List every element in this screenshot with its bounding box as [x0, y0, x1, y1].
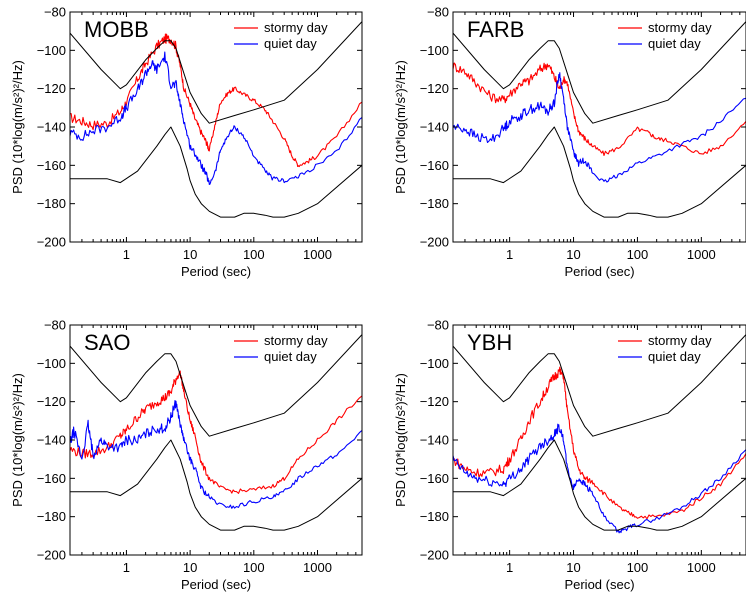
x-tick-label: 1000	[303, 247, 332, 262]
series-low-noise-model	[70, 439, 362, 531]
series-high-noise-model	[70, 21, 362, 124]
station-label: SAO	[84, 330, 130, 355]
y-tick-label: −100	[420, 43, 449, 58]
x-axis-label: Period (sec)	[564, 577, 634, 592]
y-tick-label: −180	[420, 509, 449, 524]
series-quiet-day	[70, 400, 362, 509]
series-quiet-day	[453, 72, 746, 183]
y-axis-label: PSD (10*log(m/s²)²/Hz)	[393, 373, 408, 507]
y-tick-label: −160	[420, 158, 449, 173]
x-tick-label: 1	[506, 247, 513, 262]
station-label: YBH	[467, 330, 512, 355]
y-tick-label: −120	[37, 394, 66, 409]
x-tick-label: 10	[566, 560, 580, 575]
y-tick-label: −160	[420, 471, 449, 486]
x-tick-label: 1	[123, 247, 130, 262]
legend-label: quiet day	[264, 349, 317, 364]
y-tick-label: −100	[37, 356, 66, 371]
x-tick-label: 10	[183, 247, 197, 262]
y-tick-label: −160	[37, 158, 66, 173]
x-tick-label: 100	[627, 247, 649, 262]
series-low-noise-model	[453, 126, 746, 218]
x-axis-label: Period (sec)	[181, 577, 251, 592]
x-tick-label: 1	[123, 560, 130, 575]
y-axis-label: PSD (10*log(m/s²)²/Hz)	[10, 373, 25, 507]
series-quiet-day	[70, 51, 362, 185]
legend-label: stormy day	[648, 20, 712, 35]
panel-farb: −80 −100 −120 −140 −160 −180 −200 1 10 100 1000 Per…	[393, 5, 746, 279]
panel-sao: −80 −100 −120 −140 −160 −180 −200 1 10 100 1000 Per…	[10, 318, 363, 592]
y-tick-label: −100	[420, 356, 449, 371]
x-tick-label: 100	[243, 560, 265, 575]
x-tick-label: 1	[506, 560, 513, 575]
x-tick-label: 100	[627, 560, 649, 575]
y-tick-label: −180	[37, 509, 66, 524]
y-tick-label: −160	[37, 471, 66, 486]
y-tick-label: −80	[44, 318, 66, 333]
legend-label: quiet day	[264, 36, 317, 51]
series-high-noise-model	[453, 334, 746, 437]
panel-ybh: −80 −100 −120 −140 −160 −180 −200 1 10 100 1000 Per…	[393, 318, 746, 592]
x-tick-label: 10	[566, 247, 580, 262]
x-tick-label: 100	[243, 247, 265, 262]
plot-frame	[69, 11, 363, 243]
y-axis-label: PSD (10*log(m/s²)²/Hz)	[393, 60, 408, 194]
y-tick-label: −140	[420, 433, 449, 448]
x-axis-label: Period (sec)	[181, 264, 251, 279]
legend-label: stormy day	[648, 333, 712, 348]
y-tick-label: −80	[427, 318, 449, 333]
y-tick-label: −200	[420, 548, 449, 563]
series-high-noise-model	[453, 21, 746, 124]
series-stormy-day	[453, 62, 746, 157]
station-label: MOBB	[84, 17, 149, 42]
legend-label: quiet day	[648, 36, 701, 51]
y-tick-label: −80	[427, 5, 449, 20]
y-tick-label: −140	[37, 120, 66, 135]
legend-label: quiet day	[648, 349, 701, 364]
y-tick-label: −100	[37, 43, 66, 58]
y-tick-label: −140	[420, 120, 449, 135]
y-tick-label: −140	[37, 433, 66, 448]
series-stormy-day	[70, 33, 362, 168]
series-low-noise-model	[70, 126, 362, 218]
y-tick-label: −180	[37, 196, 66, 211]
station-label: FARB	[467, 17, 524, 42]
y-tick-label: −120	[420, 81, 449, 96]
x-tick-label: 1000	[687, 247, 716, 262]
series-low-noise-model	[453, 439, 746, 531]
y-tick-label: −200	[37, 235, 66, 250]
series-stormy-day	[453, 366, 746, 520]
panel-mobb: −80 −100 −120 −140 −160 −180 −200 1 10 100 1000 Per…	[10, 5, 363, 279]
x-axis-label: Period (sec)	[564, 264, 634, 279]
plot-frame	[452, 324, 746, 556]
y-tick-label: −200	[37, 548, 66, 563]
x-tick-label: 1000	[687, 560, 716, 575]
legend-label: stormy day	[264, 20, 328, 35]
y-tick-label: −180	[420, 196, 449, 211]
x-tick-label: 10	[183, 560, 197, 575]
plot-frame	[452, 11, 746, 243]
series-stormy-day	[70, 370, 362, 494]
series-quiet-day	[453, 423, 746, 534]
y-axis-label: PSD (10*log(m/s²)²/Hz)	[10, 60, 25, 194]
x-tick-label: 1000	[303, 560, 332, 575]
legend-label: stormy day	[264, 333, 328, 348]
y-tick-label: −120	[420, 394, 449, 409]
y-tick-label: −120	[37, 81, 66, 96]
y-tick-label: −80	[44, 5, 66, 20]
y-tick-label: −200	[420, 235, 449, 250]
series-high-noise-model	[70, 334, 362, 437]
